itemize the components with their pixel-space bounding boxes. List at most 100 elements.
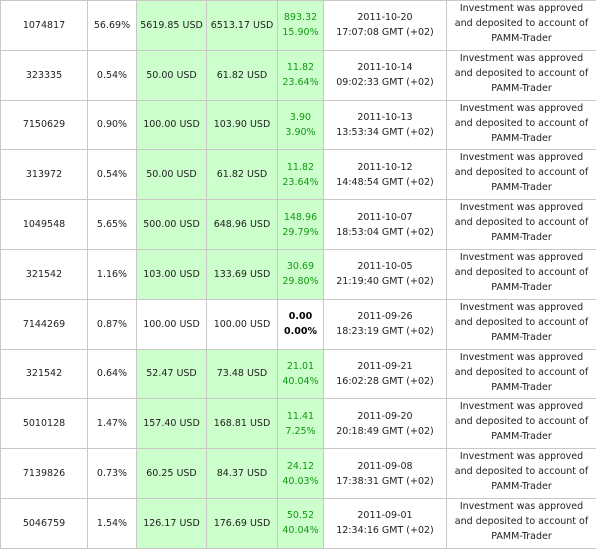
current-amount: 61.82 USD <box>207 150 278 200</box>
time: 09:02:33 GMT (+02) <box>327 75 443 90</box>
current-amount: 6513.17 USD <box>207 1 278 51</box>
time: 20:18:49 GMT (+02) <box>327 424 443 439</box>
profit-percent: 7.25% <box>281 424 320 439</box>
invested-amount: 50.00 USD <box>137 150 207 200</box>
invested-amount: 100.00 USD <box>137 100 207 150</box>
share-percent: 0.64% <box>88 349 137 399</box>
account-id: 5010128 <box>1 399 88 449</box>
status: Investment was approved and deposited to… <box>447 150 596 200</box>
profit-amount: 11.82 <box>281 60 320 75</box>
profit-percent: 3.90% <box>281 125 320 140</box>
current-amount: 61.82 USD <box>207 50 278 100</box>
profit-amount: 11.41 <box>281 409 320 424</box>
profit-percent: 0.00% <box>281 324 320 339</box>
date: 2011-10-12 <box>327 160 443 175</box>
account-id: 321542 <box>1 349 88 399</box>
date: 2011-09-21 <box>327 359 443 374</box>
share-percent: 1.47% <box>88 399 137 449</box>
account-id: 313972 <box>1 150 88 200</box>
profit-amount: 24.12 <box>281 459 320 474</box>
share-percent: 0.87% <box>88 299 137 349</box>
current-amount: 100.00 USD <box>207 299 278 349</box>
current-amount: 84.37 USD <box>207 449 278 499</box>
date: 2011-09-01 <box>327 508 443 523</box>
invested-amount: 126.17 USD <box>137 498 207 548</box>
current-amount: 648.96 USD <box>207 200 278 250</box>
share-percent: 0.73% <box>88 449 137 499</box>
time: 17:38:31 GMT (+02) <box>327 474 443 489</box>
current-amount: 73.48 USD <box>207 349 278 399</box>
profit-amount: 3.90 <box>281 110 320 125</box>
profit-amount: 11.82 <box>281 160 320 175</box>
account-id: 1074817 <box>1 1 88 51</box>
date: 2011-10-20 <box>327 10 443 25</box>
date: 2011-10-13 <box>327 110 443 125</box>
profit-amount: 30.69 <box>281 259 320 274</box>
current-amount: 168.81 USD <box>207 399 278 449</box>
profit-amount: 21.01 <box>281 359 320 374</box>
share-percent: 0.90% <box>88 100 137 150</box>
profit-amount: 50.52 <box>281 508 320 523</box>
status: Investment was approved and deposited to… <box>447 349 596 399</box>
profit-percent: 40.04% <box>281 523 320 538</box>
status: Investment was approved and deposited to… <box>447 100 596 150</box>
account-id: 7139826 <box>1 449 88 499</box>
invested-amount: 5619.85 USD <box>137 1 207 51</box>
current-amount: 176.69 USD <box>207 498 278 548</box>
share-percent: 56.69% <box>88 1 137 51</box>
date: 2011-09-26 <box>327 309 443 324</box>
account-id: 5046759 <box>1 498 88 548</box>
account-id: 7150629 <box>1 100 88 150</box>
account-id: 7144269 <box>1 299 88 349</box>
profit-percent: 23.64% <box>281 75 320 90</box>
profit-percent: 29.80% <box>281 274 320 289</box>
account-id: 1049548 <box>1 200 88 250</box>
profit-percent: 23.64% <box>281 175 320 190</box>
invested-amount: 60.25 USD <box>137 449 207 499</box>
status: Investment was approved and deposited to… <box>447 200 596 250</box>
time: 18:53:04 GMT (+02) <box>327 225 443 240</box>
date: 2011-10-14 <box>327 60 443 75</box>
invested-amount: 50.00 USD <box>137 50 207 100</box>
account-id: 321542 <box>1 249 88 299</box>
date: 2011-10-05 <box>327 259 443 274</box>
profit-amount: 148.96 <box>281 210 320 225</box>
invested-amount: 500.00 USD <box>137 200 207 250</box>
time: 13:53:34 GMT (+02) <box>327 125 443 140</box>
profit-percent: 40.03% <box>281 474 320 489</box>
profit-amount: 0.00 <box>281 309 320 324</box>
status: Investment was approved and deposited to… <box>447 249 596 299</box>
